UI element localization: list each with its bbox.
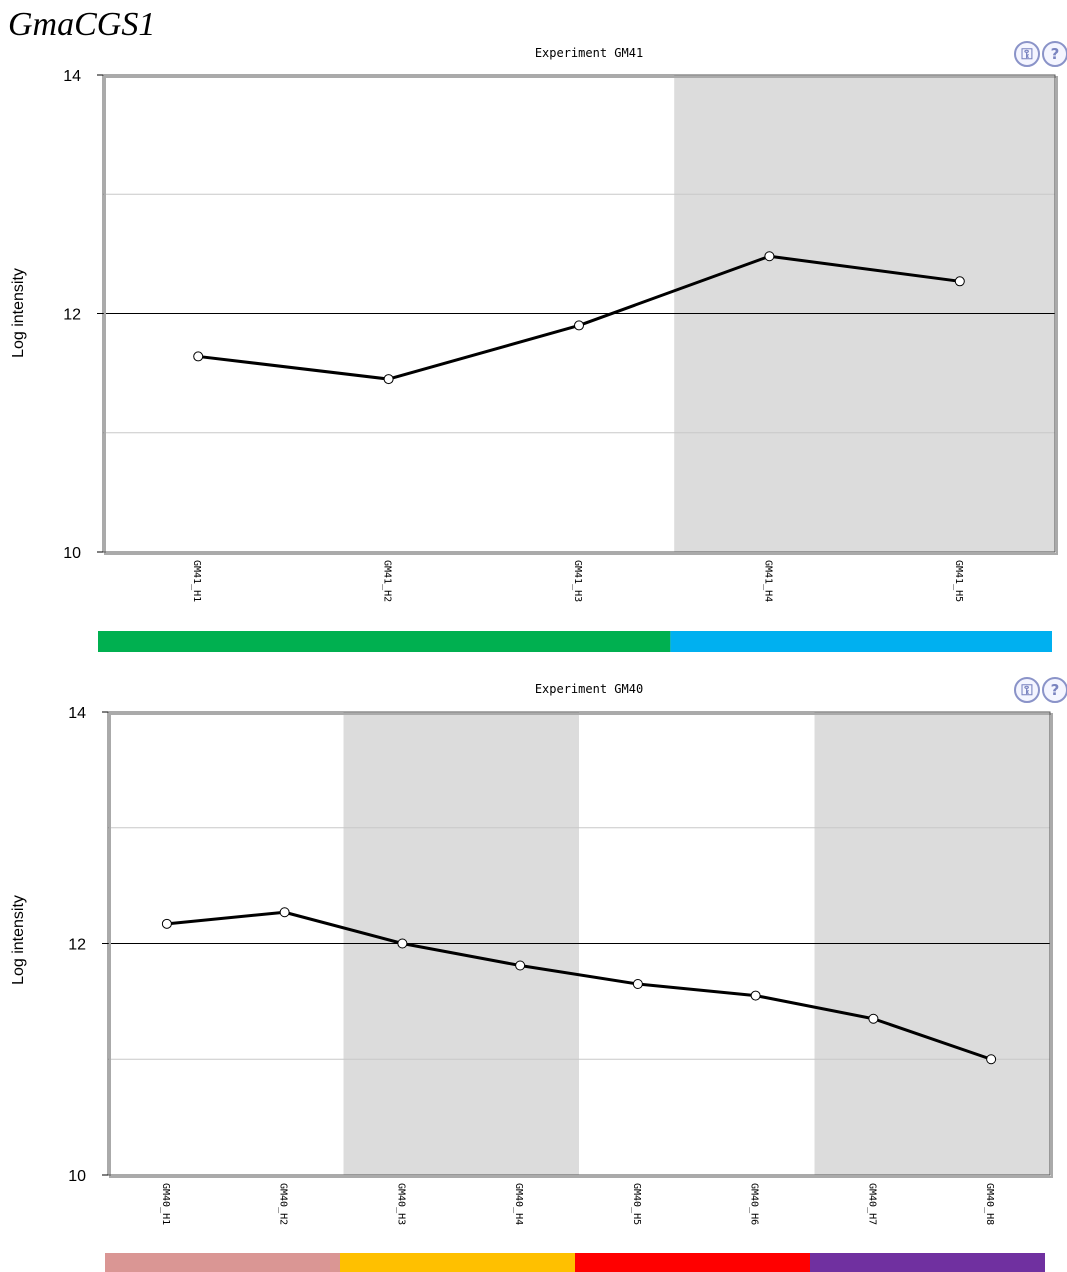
sample-group-bar	[98, 631, 671, 652]
chart-toolbar: ⚿ ?	[1010, 674, 1067, 706]
help-question-icon[interactable]: ?	[1042, 41, 1067, 67]
y-tick-label: 12	[68, 937, 86, 954]
x-tick-label: GM41_H1	[191, 560, 202, 602]
y-tick-label: 14	[68, 705, 86, 722]
data-point	[161, 918, 172, 929]
x-tick-label: GM40_H7	[866, 1183, 877, 1225]
help-question-icon[interactable]: ?	[1042, 677, 1067, 703]
sample-group-bar	[810, 1253, 1045, 1272]
data-point	[954, 276, 965, 287]
data-point	[574, 320, 584, 331]
y-tick-label: 10	[68, 1168, 86, 1185]
x-tick-label: GM41_H3	[572, 560, 583, 602]
x-tick-label: GM41_H5	[953, 560, 964, 602]
chart-toolbar: ⚿ ?	[1010, 38, 1067, 70]
y-tick-label: 14	[63, 68, 81, 85]
chart-panel-gm41: 10 12 14 Log intensity Experiment GM41 GM41_H…	[10, 38, 1067, 652]
x-tick-label: GM40_H2	[278, 1183, 289, 1225]
y-axis-label: Log intensity	[10, 268, 27, 358]
y-tick-label: 12	[63, 307, 81, 324]
sample-group-bar	[105, 1253, 340, 1272]
data-point	[279, 907, 290, 918]
chart-title: Experiment GM41	[535, 46, 643, 60]
x-tick-label: GM40_H3	[395, 1183, 406, 1225]
x-tick-label: GM40_H4	[513, 1183, 524, 1225]
series-line	[166, 910, 992, 1061]
page-title: GmaCGS1	[8, 6, 156, 43]
data-point	[868, 1013, 879, 1024]
sample-group-bar	[340, 1253, 575, 1272]
x-tick-label: GM40_H5	[631, 1183, 642, 1225]
data-point	[750, 990, 761, 1001]
data-point	[764, 251, 775, 262]
y-tick-label: 10	[63, 545, 81, 562]
chart-panel-gm40: 10 12 14 Log intensity Experiment GM40 GM40_H…	[0, 660, 1067, 1272]
data-point	[383, 374, 394, 385]
plot-frame-shadow	[104, 76, 1058, 555]
plot-frame-shadow	[109, 713, 1053, 1178]
sample-group-bar	[670, 631, 1052, 652]
sample-group-bar	[575, 1253, 810, 1272]
chart-gm40: 10 12 14 Log intensity Experiment GM40 GM40_H…	[10, 682, 1053, 1272]
data-point	[515, 960, 526, 971]
data-point	[397, 938, 408, 949]
legend-key-icon[interactable]: ⚿	[1014, 41, 1040, 67]
y-axis-label: Log intensity	[10, 895, 27, 985]
x-tick-label: GM41_H2	[382, 560, 393, 602]
x-tick-label: GM41_H4	[762, 560, 773, 602]
x-tick-label: GM40_H6	[749, 1183, 760, 1225]
data-point	[986, 1054, 997, 1065]
chart-gm41: 10 12 14 Log intensity Experiment GM41 GM41_H…	[10, 46, 1058, 652]
data-point	[632, 979, 643, 990]
data-point	[193, 351, 204, 362]
x-tick-label: GM40_H1	[160, 1183, 171, 1225]
legend-key-icon[interactable]: ⚿	[1014, 677, 1040, 703]
chart-title: Experiment GM40	[535, 682, 643, 696]
x-tick-label: GM40_H8	[984, 1183, 995, 1225]
